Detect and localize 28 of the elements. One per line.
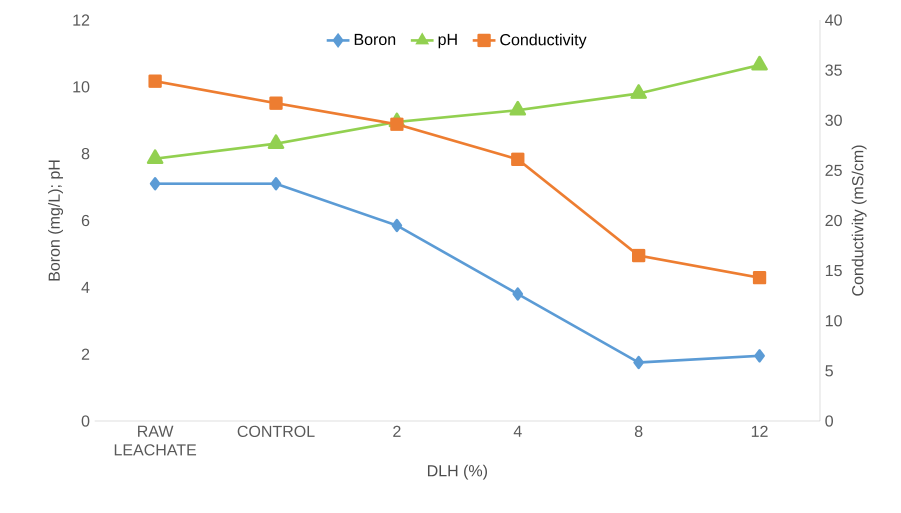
x-tick-label: 8 (634, 426, 642, 438)
legend-label: pH (438, 34, 457, 48)
y2-tick-label: 0 (825, 415, 833, 427)
x-tick-label: 12 (752, 426, 768, 437)
y-tick-label: 2 (82, 348, 90, 360)
x-tick-label: CONTROL (238, 426, 315, 438)
y2-tick-label: 15 (826, 265, 842, 276)
legend-label: Conductivity (500, 34, 587, 49)
y-tick-label: 10 (73, 81, 90, 92)
y2-tick-label: 40 (825, 14, 842, 26)
y2-tick-label: 30 (825, 114, 842, 126)
y2-tick-label: 10 (826, 315, 842, 326)
legend-label: Boron (354, 34, 396, 46)
x-tick-label: 4 (514, 426, 522, 437)
y-tick-label: 4 (81, 282, 90, 293)
x-tick-label: 2 (393, 426, 401, 437)
y-tick-label: 12 (73, 14, 90, 26)
y2-axis-title: Conductivity (mS/cm) (852, 146, 867, 296)
y2-tick-label: 35 (825, 64, 842, 76)
y2-tick-label: 20 (826, 214, 842, 226)
x-tick-label: RAW LEACHATE (114, 426, 196, 456)
y-axis-title: Boron (mg/L); pH (48, 160, 64, 281)
y2-tick-label: 5 (825, 365, 833, 376)
x-axis-title: DLH (%) (428, 464, 487, 480)
y-tick-label: 8 (82, 148, 90, 160)
y-tick-label: 0 (82, 415, 90, 427)
y-tick-label: 6 (82, 214, 90, 226)
y2-tick-label: 25 (826, 164, 842, 176)
